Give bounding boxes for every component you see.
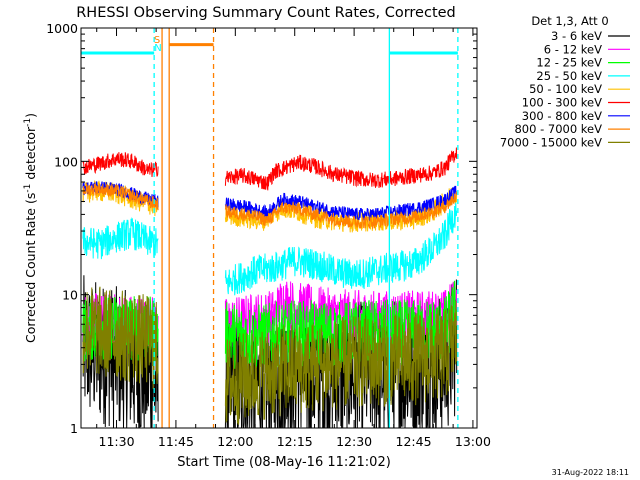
x-tick-label: 12:15 (277, 434, 313, 449)
series-25-50-kev-pre-gap (82, 217, 159, 260)
y-tick-label: 100 (54, 154, 78, 169)
x-axis-label: Start Time (08-May-16 11:21:02) (177, 455, 391, 470)
s-marker: S (154, 35, 160, 46)
chart-title: RHESSI Observing Summary Count Rates, Co… (76, 5, 456, 21)
x-tick-label: 11:30 (99, 434, 135, 449)
bars-layer (81, 43, 458, 55)
plot-frame (80, 27, 478, 429)
legend-label-25-50-kev: 25 - 50 keV (536, 69, 602, 83)
legend-label-7000-15000-kev: 7000 - 15000 keV (500, 135, 602, 149)
y-tick-label: 1 (70, 421, 78, 436)
series-800-7000-kev-post-gap (224, 192, 457, 229)
x-tick-label: 12:30 (336, 434, 372, 449)
y-tick-label: 10 (62, 288, 78, 303)
vlines-layer (153, 28, 459, 428)
legend-label-6-12-kev: 6 - 12 keV (544, 42, 602, 56)
legend-title: Det 1,3, Att 0 (531, 14, 608, 28)
x-tick-label: 12:00 (217, 434, 253, 449)
x-tick-label: 12:45 (396, 434, 432, 449)
y-tick-label: 1000 (46, 21, 78, 36)
series-100-300-kev-pre-gap (82, 152, 159, 178)
legend-label-800-7000-kev: 800 - 7000 keV (514, 122, 602, 136)
legend-label-300-800-kev: 300 - 800 keV (522, 109, 602, 123)
x-tick-label: 13:00 (455, 434, 491, 449)
series-layer (82, 147, 458, 429)
legend-label-50-100-kev: 50 - 100 keV (529, 82, 602, 96)
legend-label-12-25-kev: 12 - 25 keV (536, 56, 602, 70)
series-300-800-kev-post-gap (224, 185, 458, 222)
axes: 11:30 11:45 12:00 12:15 12:30 12:45 13:00 1 10 10… (46, 21, 491, 449)
series-7000-15000-kev-post-gap (224, 300, 458, 425)
series-7000-15000-kev-pre-gap (82, 286, 159, 389)
series-800-7000-kev-pre-gap (82, 183, 159, 211)
series-100-300-kev (82, 147, 458, 191)
n-marker: N (154, 43, 161, 54)
y-axis-label: Corrected Count Rate (s-1 detector-1) (23, 113, 38, 343)
series-25-50-kev-post-gap (224, 199, 458, 296)
series-800-7000-kev (82, 183, 457, 229)
plot-area (81, 28, 459, 429)
legend-label-100-300-kev: 100 - 300 keV (522, 96, 602, 110)
series-25-50-kev (82, 199, 458, 296)
legend-label-3-6-kev: 3 - 6 keV (551, 29, 602, 43)
timestamp: 31-Aug-2022 18:11 (552, 468, 629, 477)
series-7000-15000-kev (82, 286, 458, 425)
series-100-300-kev-post-gap (224, 147, 458, 191)
x-tick-label: 11:45 (158, 434, 194, 449)
